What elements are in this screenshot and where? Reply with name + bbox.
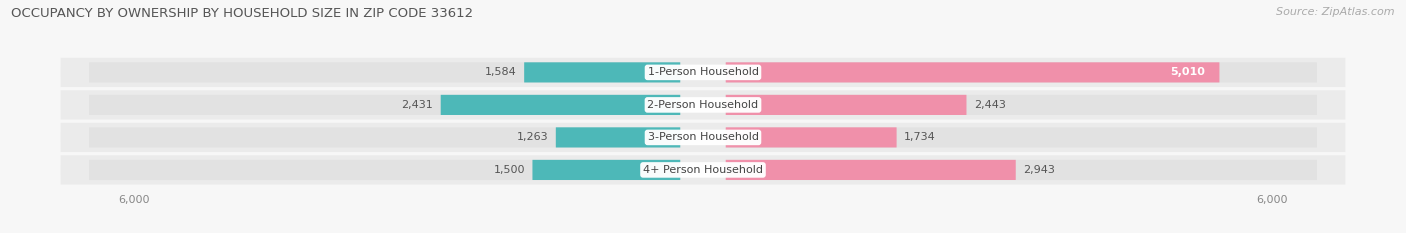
Text: OCCUPANCY BY OWNERSHIP BY HOUSEHOLD SIZE IN ZIP CODE 33612: OCCUPANCY BY OWNERSHIP BY HOUSEHOLD SIZE… — [11, 7, 474, 20]
Text: 1,263: 1,263 — [516, 132, 548, 142]
Text: 1,584: 1,584 — [485, 67, 516, 77]
FancyBboxPatch shape — [725, 95, 1317, 115]
FancyBboxPatch shape — [89, 127, 681, 147]
Text: 3-Person Household: 3-Person Household — [648, 132, 758, 142]
Text: 5,010: 5,010 — [1170, 67, 1205, 77]
FancyBboxPatch shape — [725, 160, 1317, 180]
Text: 4+ Person Household: 4+ Person Household — [643, 165, 763, 175]
Text: 1,734: 1,734 — [904, 132, 936, 142]
FancyBboxPatch shape — [533, 160, 681, 180]
FancyBboxPatch shape — [60, 58, 1346, 87]
FancyBboxPatch shape — [725, 127, 897, 147]
FancyBboxPatch shape — [60, 155, 1346, 185]
FancyBboxPatch shape — [60, 90, 1346, 120]
Text: Source: ZipAtlas.com: Source: ZipAtlas.com — [1277, 7, 1395, 17]
FancyBboxPatch shape — [89, 160, 681, 180]
FancyBboxPatch shape — [89, 95, 681, 115]
Text: 2,943: 2,943 — [1024, 165, 1056, 175]
FancyBboxPatch shape — [725, 95, 966, 115]
FancyBboxPatch shape — [725, 62, 1317, 82]
FancyBboxPatch shape — [524, 62, 681, 82]
Text: 2,431: 2,431 — [401, 100, 433, 110]
Text: 2,443: 2,443 — [974, 100, 1005, 110]
Text: 1,500: 1,500 — [494, 165, 524, 175]
FancyBboxPatch shape — [725, 62, 1219, 82]
FancyBboxPatch shape — [440, 95, 681, 115]
FancyBboxPatch shape — [60, 123, 1346, 152]
Text: 2-Person Household: 2-Person Household — [647, 100, 759, 110]
FancyBboxPatch shape — [725, 160, 1015, 180]
Text: 1-Person Household: 1-Person Household — [648, 67, 758, 77]
FancyBboxPatch shape — [89, 62, 681, 82]
FancyBboxPatch shape — [555, 127, 681, 147]
FancyBboxPatch shape — [725, 127, 1317, 147]
